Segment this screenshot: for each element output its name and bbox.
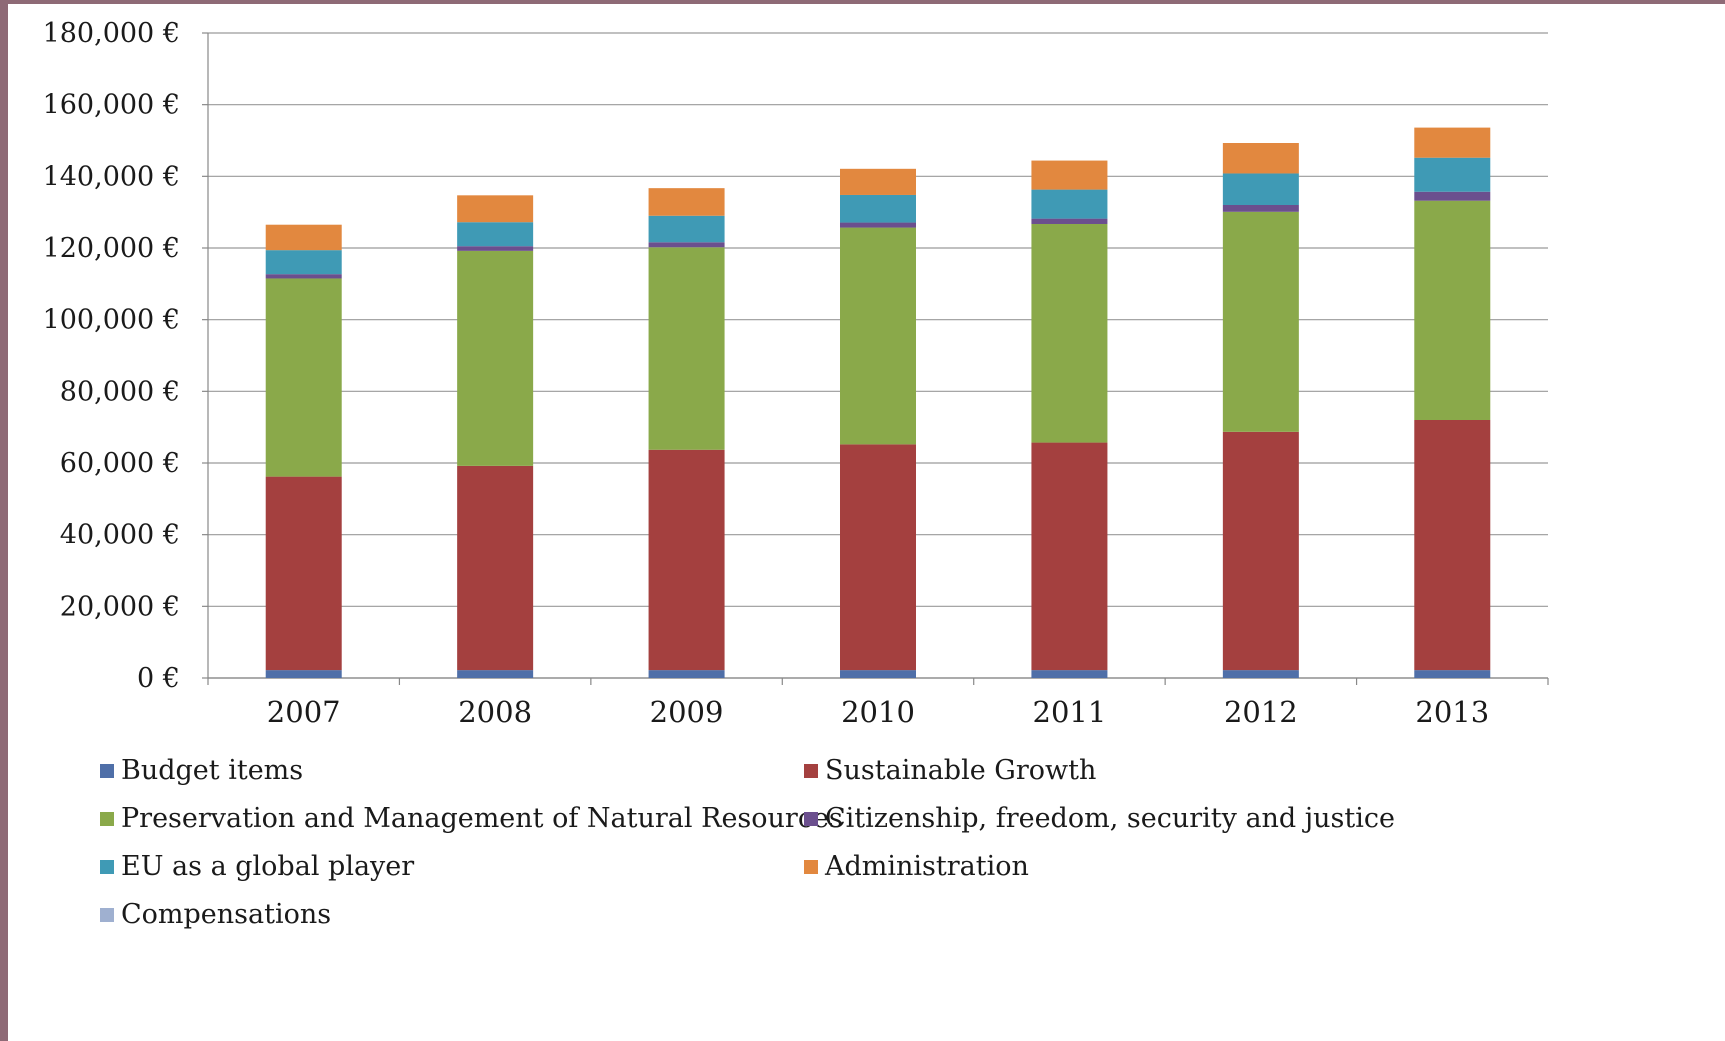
bar-segment-2007-2 [265,278,342,477]
bar-segment-2009-2 [648,247,725,450]
y-tick-label: 160,000 € [43,90,180,121]
bar-segment-2010-2 [840,227,916,445]
bar-segment-2012-3 [1222,205,1299,212]
bar-segment-2009-3 [648,242,725,248]
bar-segment-2007-4 [265,250,342,275]
bar-segment-2011-5 [1031,160,1108,190]
y-tick-label: 140,000 € [43,161,180,192]
x-category-label: 2007 [267,695,341,729]
bar-segment-2009-0 [648,670,725,678]
bar-segment-2011-0 [1031,670,1108,678]
bars [265,127,1491,678]
bar-segment-2010-3 [840,222,916,228]
x-category-label: 2010 [841,695,915,729]
y-tick-label: 20,000 € [60,591,180,622]
bar-segment-2011-1 [1031,442,1108,671]
bar-segment-2010-0 [840,670,916,678]
bar-segment-2007-0 [265,670,342,678]
bar-segment-2012-1 [1222,431,1299,671]
y-tick-label: 180,000 € [43,18,180,49]
y-tick-label: 60,000 € [60,448,180,479]
bar-segment-2009-4 [648,215,725,243]
y-tick-label: 0 € [137,663,180,694]
bar-segment-2012-5 [1222,143,1299,174]
y-tick-label: 80,000 € [60,376,180,407]
y-tick-label: 120,000 € [43,233,180,264]
bar-segment-2013-4 [1414,157,1491,192]
bar-segment-2013-0 [1414,670,1491,678]
bar-segment-2012-2 [1222,211,1299,432]
bar-segment-2009-1 [648,449,725,671]
bar-segment-2007-3 [265,274,342,279]
chart-frame: 0 € 20,000 € 40,000 € 60,000 € 80,000 € 100,0… [8,4,1725,1041]
bar-segment-2013-5 [1414,127,1491,158]
y-tick-label: 40,000 € [60,520,180,551]
bar-segment-2013-2 [1414,200,1491,420]
bar-segment-2008-1 [457,465,534,671]
bar-segment-2008-2 [457,250,534,466]
bar-segment-2008-3 [457,246,534,251]
bar-segment-2007-5 [265,224,342,251]
bar-segment-2012-0 [1222,670,1299,678]
bar-segment-2011-2 [1031,223,1108,443]
bar-segment-2011-3 [1031,218,1108,224]
bar-segment-2010-4 [840,194,916,223]
bar-segment-2013-1 [1414,420,1491,671]
bar-segment-2013-3 [1414,191,1491,201]
bar-segment-2009-5 [648,188,725,216]
y-tick-label: 100,000 € [43,305,180,336]
bar-segment-2010-1 [840,444,916,671]
stacked-bar-chart: 0 € 20,000 € 40,000 € 60,000 € 80,000 € 100,0… [43,18,1549,729]
axis-labels: 0 € 20,000 € 40,000 € 60,000 € 80,000 € 100,0… [43,18,1490,729]
bar-segment-2011-4 [1031,189,1108,219]
x-category-label: 2011 [1033,695,1107,729]
x-category-label: 2012 [1224,695,1298,729]
x-category-label: 2013 [1415,695,1489,729]
bar-segment-2010-5 [840,168,916,195]
x-category-label: 2008 [458,695,532,729]
x-category-label: 2009 [650,695,724,729]
bar-segment-2008-5 [457,195,534,223]
bar-segment-2012-4 [1222,173,1299,205]
bar-segment-2008-4 [457,222,534,247]
bar-segment-2008-0 [457,670,534,678]
bar-segment-2007-1 [265,476,342,671]
